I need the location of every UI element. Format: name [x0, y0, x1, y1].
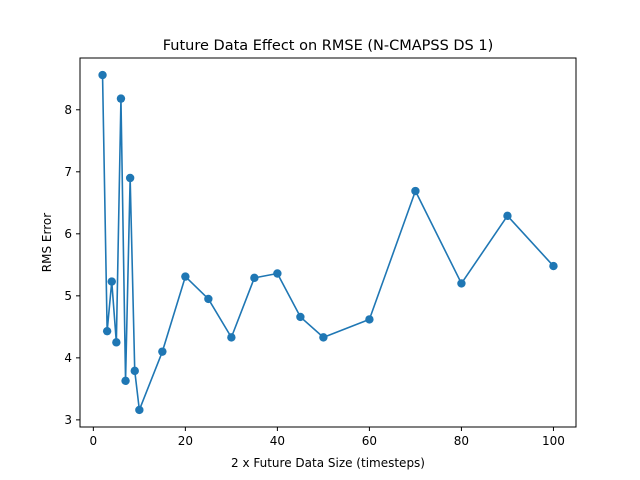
- y-tick-label: 4: [64, 351, 72, 365]
- axes-frame: [79, 57, 577, 428]
- y-tick-label: 6: [64, 227, 72, 241]
- data-point: [250, 273, 259, 283]
- x-axis-label: 2 x Future Data Size (timesteps): [231, 456, 425, 470]
- chart-title: Future Data Effect on RMSE (N-CMAPSS DS …: [163, 38, 494, 54]
- data-point: [135, 405, 144, 415]
- data-point: [102, 326, 112, 336]
- data-point: [116, 94, 126, 103]
- data-point: [411, 186, 420, 196]
- data-point: [365, 315, 374, 324]
- data-point: [158, 347, 167, 356]
- x-tick-label: 60: [362, 434, 377, 448]
- data-point: [121, 376, 130, 385]
- x-axis: 0 20 40 60 80 100: [90, 427, 565, 448]
- x-tick-label: 100: [542, 434, 565, 448]
- data-point: [98, 70, 107, 80]
- x-tick-label: 20: [178, 434, 193, 448]
- x-tick-label: 40: [270, 434, 285, 448]
- y-tick-label: 7: [64, 165, 72, 179]
- data-point: [549, 261, 558, 271]
- data-point: [130, 366, 139, 376]
- y-tick-label: 8: [64, 103, 72, 117]
- data-point: [503, 211, 512, 221]
- data-point: [107, 277, 116, 286]
- data-point: [273, 269, 282, 278]
- series-line: [101, 75, 555, 411]
- y-tick-label: 5: [64, 289, 72, 303]
- x-tick-label: 0: [90, 434, 98, 448]
- data-point: [457, 279, 466, 288]
- data-point: [296, 312, 305, 322]
- x-tick-label: 80: [454, 434, 469, 448]
- data-point: [204, 294, 213, 304]
- data-point: [181, 272, 190, 281]
- y-axis: 3 4 5 6 7 8: [64, 103, 80, 427]
- data-point: [227, 333, 236, 342]
- y-axis-label: RMS Error: [40, 213, 54, 272]
- plot-area: [98, 70, 558, 415]
- y-tick-label: 3: [64, 413, 72, 427]
- data-point: [112, 338, 121, 347]
- data-point: [125, 173, 135, 183]
- data-point: [319, 333, 328, 342]
